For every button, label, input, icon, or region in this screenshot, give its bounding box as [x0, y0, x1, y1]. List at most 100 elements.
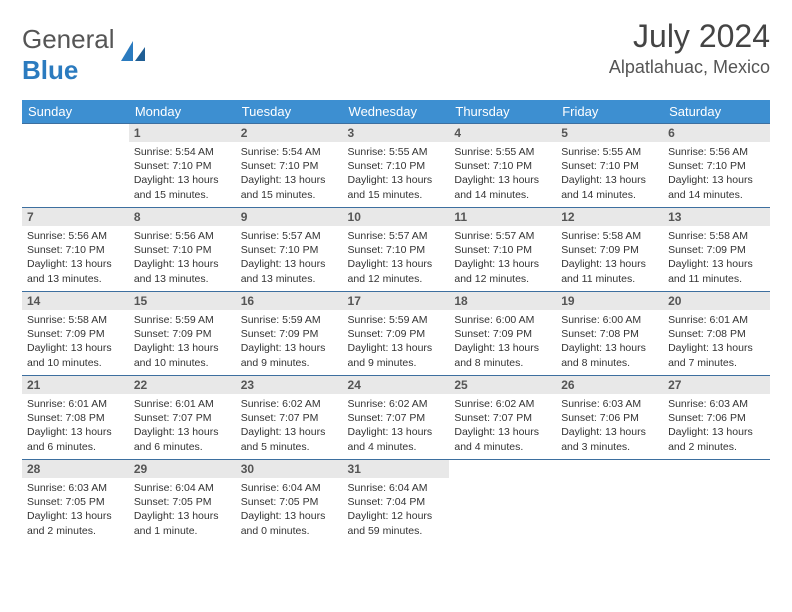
calendar-row: 01Sunrise: 5:54 AMSunset: 7:10 PMDayligh… [22, 124, 770, 208]
sunset-text: Sunset: 7:07 PM [134, 411, 231, 425]
day-details: Sunrise: 5:56 AMSunset: 7:10 PMDaylight:… [22, 226, 129, 290]
weekday-header: Friday [556, 100, 663, 124]
calendar-cell: 11Sunrise: 5:57 AMSunset: 7:10 PMDayligh… [449, 208, 556, 292]
calendar-cell: 6Sunrise: 5:56 AMSunset: 7:10 PMDaylight… [663, 124, 770, 208]
day-number: 26 [556, 376, 663, 394]
sunset-text: Sunset: 7:08 PM [27, 411, 124, 425]
calendar-cell: 26Sunrise: 6:03 AMSunset: 7:06 PMDayligh… [556, 376, 663, 460]
logo-word-2: Blue [22, 55, 78, 85]
daylight-text: Daylight: 13 hours and 14 minutes. [561, 173, 658, 201]
sunrise-text: Sunrise: 6:01 AM [668, 313, 765, 327]
day-details: Sunrise: 6:04 AMSunset: 7:05 PMDaylight:… [129, 478, 236, 542]
sunrise-text: Sunrise: 5:54 AM [134, 145, 231, 159]
header: General Blue July 2024 Alpatlahuac, Mexi… [22, 18, 770, 86]
logo: General Blue [22, 18, 147, 86]
day-details: Sunrise: 6:03 AMSunset: 7:05 PMDaylight:… [22, 478, 129, 542]
daylight-text: Daylight: 13 hours and 14 minutes. [668, 173, 765, 201]
day-number: 8 [129, 208, 236, 226]
daylight-text: Daylight: 13 hours and 13 minutes. [241, 257, 338, 285]
location-label: Alpatlahuac, Mexico [609, 57, 770, 78]
daylight-text: Daylight: 12 hours and 59 minutes. [348, 509, 445, 537]
sunset-text: Sunset: 7:06 PM [561, 411, 658, 425]
daylight-text: Daylight: 13 hours and 8 minutes. [561, 341, 658, 369]
sunrise-text: Sunrise: 5:56 AM [27, 229, 124, 243]
sunset-text: Sunset: 7:10 PM [241, 243, 338, 257]
sunset-text: Sunset: 7:09 PM [561, 243, 658, 257]
sunrise-text: Sunrise: 5:59 AM [348, 313, 445, 327]
day-number: 18 [449, 292, 556, 310]
daylight-text: Daylight: 13 hours and 13 minutes. [134, 257, 231, 285]
day-details: Sunrise: 5:58 AMSunset: 7:09 PMDaylight:… [663, 226, 770, 290]
calendar-cell: 0 [663, 460, 770, 544]
title-block: July 2024 Alpatlahuac, Mexico [609, 18, 770, 78]
weekday-header: Monday [129, 100, 236, 124]
day-details: Sunrise: 6:00 AMSunset: 7:09 PMDaylight:… [449, 310, 556, 374]
calendar-header-row: Sunday Monday Tuesday Wednesday Thursday… [22, 100, 770, 124]
sunrise-text: Sunrise: 6:03 AM [561, 397, 658, 411]
day-details: Sunrise: 6:03 AMSunset: 7:06 PMDaylight:… [556, 394, 663, 458]
calendar-cell: 3Sunrise: 5:55 AMSunset: 7:10 PMDaylight… [343, 124, 450, 208]
sunrise-text: Sunrise: 5:58 AM [561, 229, 658, 243]
daylight-text: Daylight: 13 hours and 8 minutes. [454, 341, 551, 369]
day-number: 7 [22, 208, 129, 226]
calendar-cell: 23Sunrise: 6:02 AMSunset: 7:07 PMDayligh… [236, 376, 343, 460]
sunset-text: Sunset: 7:07 PM [348, 411, 445, 425]
day-number: 24 [343, 376, 450, 394]
calendar-cell: 21Sunrise: 6:01 AMSunset: 7:08 PMDayligh… [22, 376, 129, 460]
logo-word-1: General [22, 24, 115, 54]
daylight-text: Daylight: 13 hours and 14 minutes. [454, 173, 551, 201]
sunrise-text: Sunrise: 5:58 AM [668, 229, 765, 243]
daylight-text: Daylight: 13 hours and 2 minutes. [668, 425, 765, 453]
sunset-text: Sunset: 7:07 PM [241, 411, 338, 425]
day-details: Sunrise: 6:02 AMSunset: 7:07 PMDaylight:… [236, 394, 343, 458]
calendar-row: 14Sunrise: 5:58 AMSunset: 7:09 PMDayligh… [22, 292, 770, 376]
sunrise-text: Sunrise: 6:03 AM [668, 397, 765, 411]
daylight-text: Daylight: 13 hours and 7 minutes. [668, 341, 765, 369]
daylight-text: Daylight: 13 hours and 15 minutes. [134, 173, 231, 201]
sunrise-text: Sunrise: 6:01 AM [134, 397, 231, 411]
sunrise-text: Sunrise: 6:01 AM [27, 397, 124, 411]
sunset-text: Sunset: 7:09 PM [668, 243, 765, 257]
sunset-text: Sunset: 7:08 PM [668, 327, 765, 341]
calendar-cell: 8Sunrise: 5:56 AMSunset: 7:10 PMDaylight… [129, 208, 236, 292]
sunrise-text: Sunrise: 6:04 AM [348, 481, 445, 495]
calendar-cell: 0 [449, 460, 556, 544]
weekday-header: Thursday [449, 100, 556, 124]
calendar-cell: 31Sunrise: 6:04 AMSunset: 7:04 PMDayligh… [343, 460, 450, 544]
sunset-text: Sunset: 7:08 PM [561, 327, 658, 341]
day-number: 23 [236, 376, 343, 394]
day-number: 16 [236, 292, 343, 310]
day-details: Sunrise: 5:57 AMSunset: 7:10 PMDaylight:… [236, 226, 343, 290]
day-details: Sunrise: 6:04 AMSunset: 7:04 PMDaylight:… [343, 478, 450, 542]
sunset-text: Sunset: 7:10 PM [454, 243, 551, 257]
sunset-text: Sunset: 7:09 PM [454, 327, 551, 341]
calendar-cell: 28Sunrise: 6:03 AMSunset: 7:05 PMDayligh… [22, 460, 129, 544]
calendar-cell: 17Sunrise: 5:59 AMSunset: 7:09 PMDayligh… [343, 292, 450, 376]
calendar-table: Sunday Monday Tuesday Wednesday Thursday… [22, 100, 770, 544]
day-details: Sunrise: 6:03 AMSunset: 7:06 PMDaylight:… [663, 394, 770, 458]
calendar-row: 28Sunrise: 6:03 AMSunset: 7:05 PMDayligh… [22, 460, 770, 544]
daylight-text: Daylight: 13 hours and 2 minutes. [27, 509, 124, 537]
day-number: 6 [663, 124, 770, 142]
sunset-text: Sunset: 7:05 PM [241, 495, 338, 509]
day-details: Sunrise: 5:56 AMSunset: 7:10 PMDaylight:… [129, 226, 236, 290]
sunrise-text: Sunrise: 5:56 AM [134, 229, 231, 243]
daylight-text: Daylight: 13 hours and 12 minutes. [348, 257, 445, 285]
sunrise-text: Sunrise: 5:54 AM [241, 145, 338, 159]
calendar-cell: 18Sunrise: 6:00 AMSunset: 7:09 PMDayligh… [449, 292, 556, 376]
sunrise-text: Sunrise: 6:00 AM [561, 313, 658, 327]
weekday-header: Wednesday [343, 100, 450, 124]
day-details: Sunrise: 5:58 AMSunset: 7:09 PMDaylight:… [556, 226, 663, 290]
day-number: 31 [343, 460, 450, 478]
calendar-row: 21Sunrise: 6:01 AMSunset: 7:08 PMDayligh… [22, 376, 770, 460]
day-number: 1 [129, 124, 236, 142]
sunrise-text: Sunrise: 6:03 AM [27, 481, 124, 495]
day-number: 4 [449, 124, 556, 142]
day-number: 21 [22, 376, 129, 394]
sunrise-text: Sunrise: 5:56 AM [668, 145, 765, 159]
calendar-cell: 19Sunrise: 6:00 AMSunset: 7:08 PMDayligh… [556, 292, 663, 376]
day-number: 12 [556, 208, 663, 226]
calendar-cell: 22Sunrise: 6:01 AMSunset: 7:07 PMDayligh… [129, 376, 236, 460]
day-number: 13 [663, 208, 770, 226]
sunrise-text: Sunrise: 5:57 AM [348, 229, 445, 243]
